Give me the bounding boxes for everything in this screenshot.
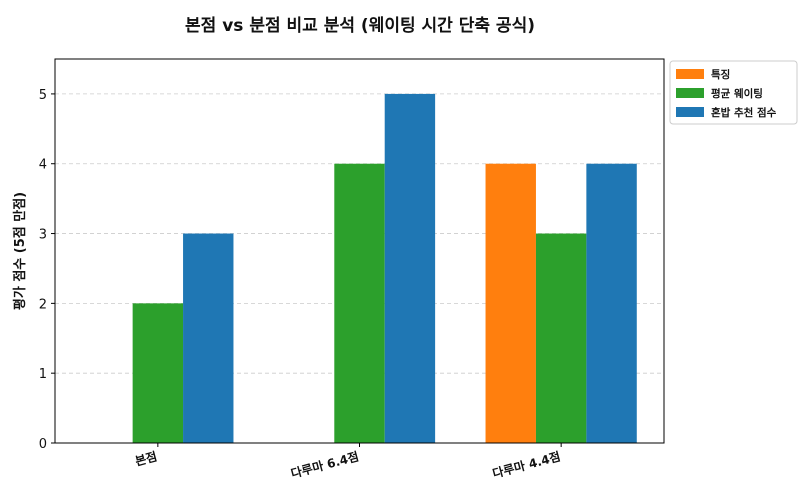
legend-swatch: [676, 69, 704, 79]
bar: [485, 163, 536, 443]
y-tick-label: 0: [39, 437, 47, 452]
y-tick-label: 1: [39, 367, 47, 382]
x-tick-label: 본점: [133, 448, 158, 468]
legend-label: 평균 웨이팅: [711, 87, 763, 100]
y-tick-label: 5: [39, 88, 47, 103]
chart-title: 본점 vs 분점 비교 분석 (웨이팅 시간 단축 공식): [185, 16, 535, 36]
y-tick-label: 3: [39, 228, 47, 243]
bar: [334, 163, 385, 443]
y-tick-label: 2: [39, 297, 47, 312]
legend-label: 혼밥 추천 점수: [711, 106, 777, 119]
legend-swatch: [676, 107, 704, 117]
y-axis-label: 평가 점수 (5점 만점): [12, 192, 28, 310]
x-tick-label: 다루마 6.4점: [289, 448, 360, 481]
bar: [132, 303, 184, 443]
legend-label: 특징: [711, 68, 730, 81]
legend-swatch: [676, 88, 704, 98]
bar: [535, 233, 587, 443]
y-tick-label: 4: [39, 158, 47, 173]
x-tick-label: 다루마 4.4점: [491, 448, 562, 481]
bar: [384, 93, 436, 443]
bar: [183, 233, 234, 443]
bar: [586, 163, 637, 443]
